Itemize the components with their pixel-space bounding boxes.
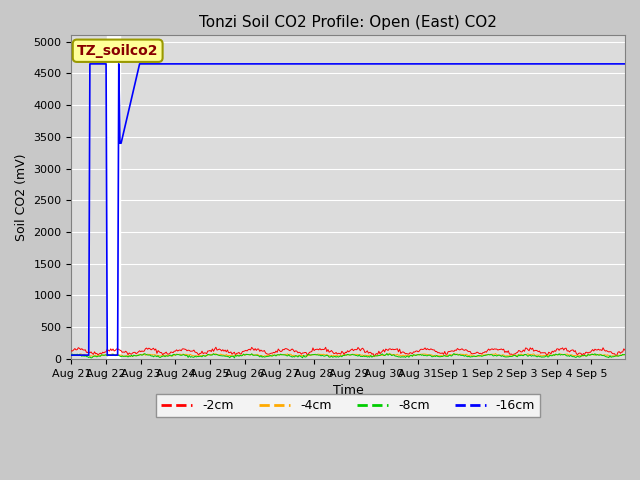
X-axis label: Time: Time	[333, 384, 364, 397]
Y-axis label: Soil CO2 (mV): Soil CO2 (mV)	[15, 154, 28, 241]
Legend: -2cm, -4cm, -8cm, -16cm: -2cm, -4cm, -8cm, -16cm	[156, 395, 540, 418]
Bar	[108, 36, 120, 359]
Text: TZ_soilco2: TZ_soilco2	[77, 44, 159, 58]
Title: Tonzi Soil CO2 Profile: Open (East) CO2: Tonzi Soil CO2 Profile: Open (East) CO2	[199, 15, 497, 30]
